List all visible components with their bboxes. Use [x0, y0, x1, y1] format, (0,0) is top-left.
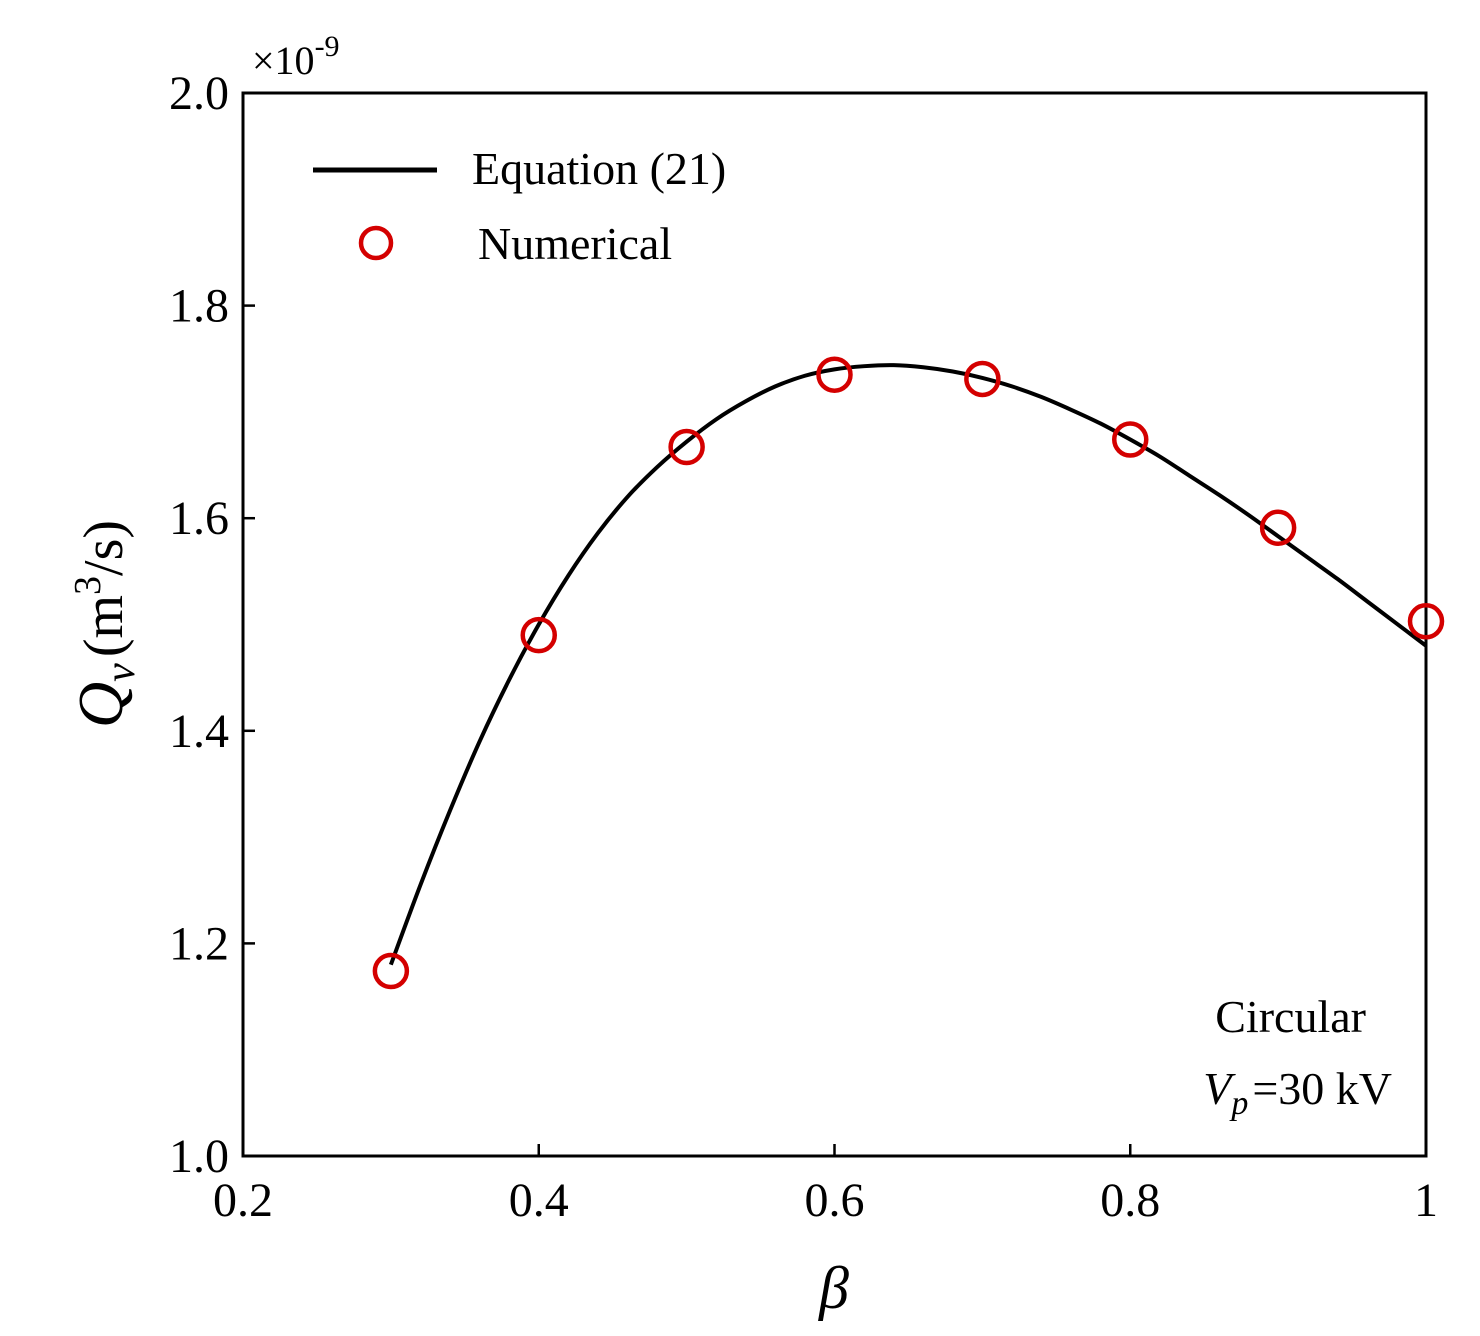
legend: Equation (21) Numerical: [313, 143, 726, 269]
x-tick-label: 0.6: [805, 1174, 865, 1227]
legend-label-equation-21: Equation (21): [472, 143, 726, 194]
series-line-equation-21: [388, 363, 1428, 966]
x-tick-label: 0.2: [213, 1174, 273, 1227]
y-tick-label: 1.8: [169, 280, 229, 333]
data-point-numerical: [816, 356, 853, 393]
data-point-numerical: [1259, 509, 1297, 547]
y-tick-label: 1.4: [169, 705, 229, 758]
series-markers-numerical: [372, 356, 1445, 990]
annotation-voltage: Vp=30 kV: [1203, 1063, 1392, 1122]
data-point-numerical: [520, 616, 557, 654]
x-axis: 0.2 0.4 0.6 0.8 1: [213, 1144, 1438, 1227]
y-tick-label: 2.0: [169, 67, 229, 120]
data-point-numerical: [964, 360, 1001, 398]
axis-multiplier-exponent: -9: [315, 30, 340, 63]
x-tick-label: 1: [1414, 1174, 1438, 1227]
data-point-numerical: [372, 952, 410, 990]
data-point-numerical: [668, 428, 705, 466]
y-axis-label: Qv(m3/s): [65, 520, 144, 728]
y-tick-label: 1.6: [169, 492, 229, 545]
x-axis-label: β: [818, 1255, 849, 1321]
annotation-shape: Circular: [1215, 991, 1366, 1042]
y-tick-label: 1.2: [169, 917, 229, 970]
legend-circle-swatch: [358, 225, 394, 261]
x-tick-label: 0.4: [509, 1174, 569, 1227]
legend-label-numerical: Numerical: [478, 218, 672, 269]
axis-multiplier: ×10-9: [252, 30, 340, 83]
y-axis: 1.0 1.2 1.4 1.6 1.8 2.0: [169, 67, 255, 1183]
x-tick-label: 0.8: [1100, 1174, 1160, 1227]
data-point-numerical: [1112, 421, 1149, 458]
y-tick-label: 1.0: [169, 1130, 229, 1183]
data-point-numerical: [1407, 603, 1445, 640]
